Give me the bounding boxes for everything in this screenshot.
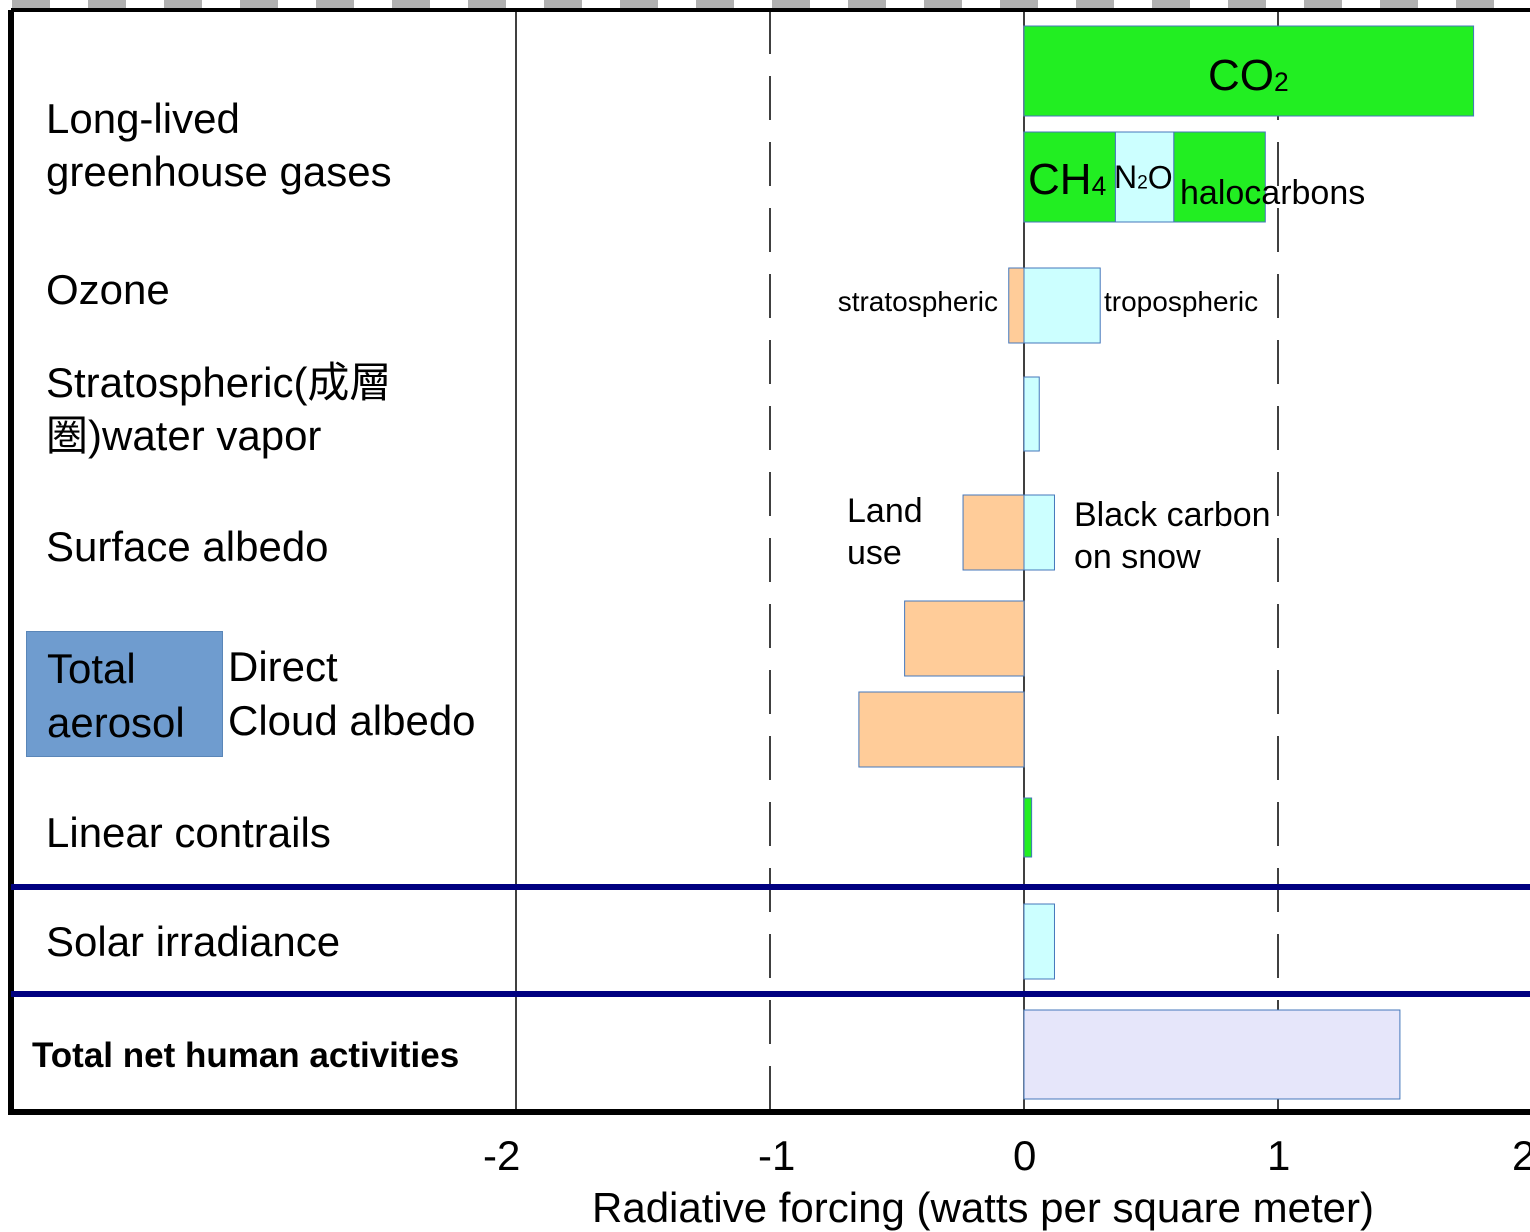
bar-contrails xyxy=(1023,797,1033,858)
row-label-surface-albedo: Surface albedo xyxy=(46,523,329,570)
bar-solar xyxy=(1023,903,1055,980)
x-tick-label: -1 xyxy=(758,1132,796,1179)
bar-co2 xyxy=(1023,25,1475,117)
label-land-use-2: use xyxy=(847,534,902,572)
label-black-carbon-2: on snow xyxy=(1074,538,1201,576)
bar-cloud-albedo xyxy=(858,691,1025,768)
label-halocarbons: halocarbons xyxy=(1180,174,1365,212)
row-label-contrails: Linear contrails xyxy=(46,809,331,856)
row-label-water-vapor-line2: 圏)water vapor xyxy=(46,412,322,459)
x-tick-label: -2 xyxy=(483,1132,521,1179)
row-label-ghg-line2: greenhouse gases xyxy=(46,148,392,195)
bar-aerosol-direct xyxy=(904,600,1025,677)
label-tropospheric: tropospheric xyxy=(1104,286,1258,317)
label-land-use-1: Land xyxy=(847,492,923,530)
row-label-ozone: Ozone xyxy=(46,266,170,313)
bar-land-use xyxy=(962,494,1025,571)
row-label-ghg: Long-lived greenhouse gases xyxy=(46,92,392,198)
bar-ozone-tropospheric xyxy=(1023,267,1101,344)
row-label-water-vapor-line1: Stratospheric(成層 xyxy=(46,359,392,406)
row-label-total-net: Total net human activities xyxy=(32,1036,460,1075)
bar-water-vapor xyxy=(1023,376,1040,452)
bar-total-net xyxy=(1023,1009,1401,1100)
row-label-direct: Direct xyxy=(228,643,338,690)
x-tick-label: 2 xyxy=(1512,1132,1530,1179)
x-tick-label: 0 xyxy=(1013,1132,1037,1179)
label-stratospheric: stratospheric xyxy=(838,286,998,317)
bar-ozone-stratospheric xyxy=(1008,267,1025,344)
bar-black-carbon xyxy=(1023,494,1055,571)
row-label-water-vapor: Stratospheric(成層 圏)water vapor xyxy=(46,356,391,462)
label-black-carbon-1: Black carbon xyxy=(1074,496,1271,534)
total-aerosol-label: Total aerosol xyxy=(47,645,185,746)
bar-ch4 xyxy=(1023,131,1116,223)
row-label-ghg-line1: Long-lived xyxy=(46,95,240,142)
x-tick-label: 1 xyxy=(1267,1132,1291,1179)
row-label-cloud-albedo: Cloud albedo xyxy=(228,697,476,744)
x-axis-title: Radiative forcing (watts per square mete… xyxy=(592,1184,1374,1231)
row-label-solar: Solar irradiance xyxy=(46,918,341,965)
total-aerosol-group: Total aerosol xyxy=(26,631,223,757)
bar-halocarbons xyxy=(1173,131,1266,223)
bar-n2o xyxy=(1114,131,1175,223)
